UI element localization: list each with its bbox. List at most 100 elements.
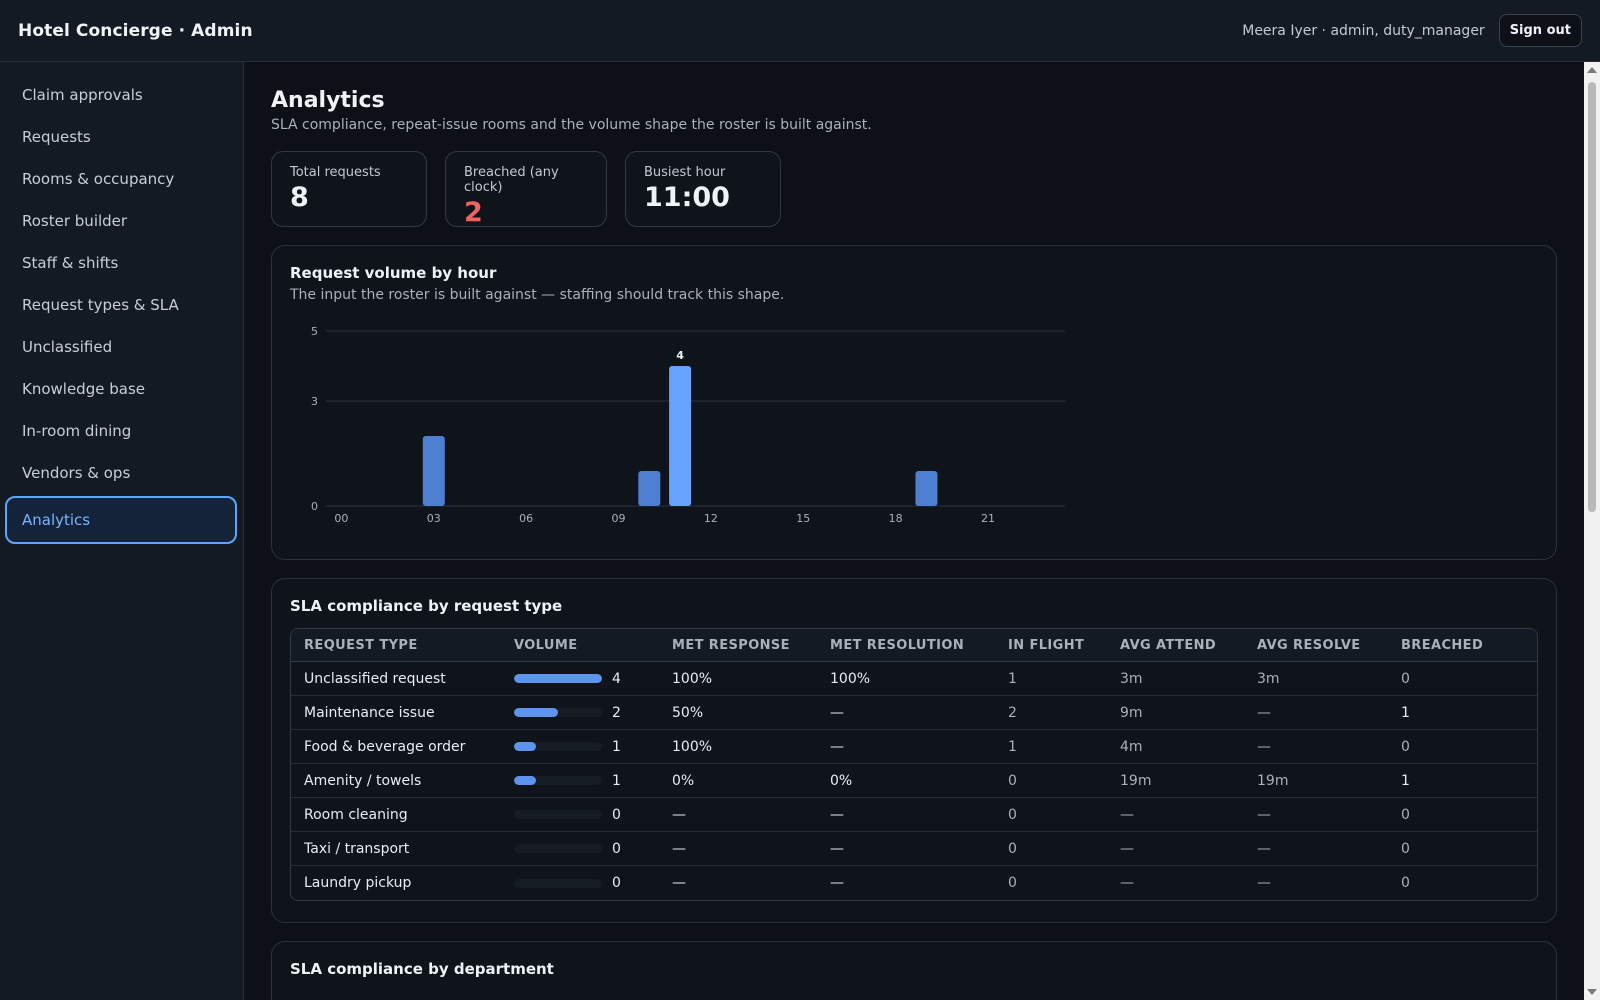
request-type-cell: Maintenance issue: [291, 696, 501, 730]
volume-count: 0: [612, 806, 621, 823]
volume-bar: [514, 776, 602, 785]
avg-attend-cell: —: [1107, 832, 1244, 866]
sla-by-type-card: SLA compliance by request type REQUEST T…: [271, 578, 1557, 923]
met-response-cell: 0%: [659, 764, 817, 798]
x-tick-label: 15: [796, 512, 810, 525]
kpi-value: 8: [290, 182, 309, 213]
breached-cell: 1: [1388, 696, 1537, 730]
met-resolution-cell: 100%: [817, 662, 995, 696]
kpi-label: Breached (any clock): [464, 165, 559, 195]
sidebar-item-claim-approvals[interactable]: Claim approvals: [22, 86, 143, 104]
bar-data-label: 4: [676, 349, 684, 362]
in-flight-cell: 0: [1008, 875, 1017, 891]
in-flight-cell: 0: [995, 798, 1107, 832]
volume-count: 2: [612, 704, 621, 721]
sign-out-button[interactable]: Sign out: [1498, 14, 1582, 47]
table-row: Food & beverage order 1 100% —1 4m —0: [291, 730, 1537, 764]
top-bar: Hotel Concierge · Admin Meera Iyer · adm…: [0, 0, 1600, 62]
table-row: Amenity / towels 1 0% 0% 0 19m 19m 1: [291, 764, 1537, 798]
volume-count: 1: [612, 772, 621, 789]
page-scrollbar[interactable]: [1584, 62, 1600, 1000]
table-row: Taxi / transport 0— —0— —0: [291, 832, 1537, 866]
card-title: SLA compliance by request type: [290, 597, 563, 615]
request-type-cell: Amenity / towels: [291, 764, 501, 798]
kpi-breached: Breached (any clock) 2: [445, 151, 607, 228]
column-header: AVG RESOLVE: [1244, 629, 1388, 662]
sidebar-item-staff-shifts[interactable]: Staff & shifts: [22, 254, 119, 272]
met-response-cell: —: [659, 798, 817, 832]
met-response-cell: —: [659, 832, 817, 866]
met-response-cell: 100%: [659, 662, 817, 696]
scroll-thumb[interactable]: [1588, 82, 1596, 512]
volume-bar: [514, 674, 602, 683]
kpi-total-requests: Total requests 8: [271, 151, 427, 227]
volume-bar: [514, 844, 602, 853]
sidebar-item-knowledge-base[interactable]: Knowledge base: [22, 380, 145, 398]
avg-resolve-cell: —: [1244, 798, 1388, 832]
met-resolution-cell: —: [817, 696, 995, 730]
kpi-label: Total requests: [290, 165, 381, 180]
volume-cell: 1: [501, 764, 659, 798]
volume-bar-fill: [514, 742, 536, 751]
volume-count: 0: [612, 875, 621, 891]
x-tick-label: 21: [981, 512, 995, 525]
in-flight-cell: 0: [995, 832, 1107, 866]
kpi-label: Busiest hour: [644, 165, 726, 180]
y-tick-label: 3: [311, 395, 318, 408]
met-response-cell: 50%: [659, 696, 817, 730]
volume-cell: 2: [501, 696, 659, 730]
y-tick-label: 5: [311, 325, 318, 338]
x-tick-label: 12: [704, 512, 718, 525]
breached-cell: 0: [1388, 730, 1537, 764]
volume-cell: 1: [501, 730, 659, 764]
in-flight-cell: 0: [995, 764, 1107, 798]
sidebar-item-rooms-occupancy[interactable]: Rooms & occupancy: [22, 170, 175, 188]
request-type-cell: Food & beverage order: [291, 730, 501, 764]
column-header: VOLUME: [501, 629, 659, 662]
column-header: MET RESOLUTION: [817, 629, 995, 662]
column-header: AVG ATTEND: [1107, 629, 1244, 662]
scroll-up-arrow-icon[interactable]: [1587, 67, 1597, 73]
page-subtitle: SLA compliance, repeat-issue rooms and t…: [271, 117, 872, 133]
header-actions: Meera Iyer · admin, duty_manager Sign ou…: [1242, 14, 1582, 47]
card-title: SLA compliance by department: [290, 960, 554, 978]
sidebar-item-vendors-ops[interactable]: Vendors & ops: [22, 464, 131, 482]
sidebar-item-request-types-sla[interactable]: Request types & SLA: [22, 296, 179, 314]
main-content: Analytics SLA compliance, repeat-issue r…: [245, 62, 1583, 1000]
sidebar-item-analytics[interactable]: Analytics: [5, 496, 237, 544]
in-flight-cell: 1: [995, 730, 1107, 764]
x-tick-label: 03: [427, 512, 441, 525]
bar-hour-11: [669, 366, 692, 506]
volume-cell: 0: [501, 832, 659, 866]
avg-attend-cell: —: [1120, 875, 1134, 891]
column-header: REQUEST TYPE: [291, 629, 501, 662]
breached-cell: 0: [1401, 875, 1410, 891]
scroll-down-arrow-icon[interactable]: [1587, 989, 1597, 995]
avg-resolve-cell: 3m: [1244, 662, 1388, 696]
avg-resolve-cell: —: [1244, 832, 1388, 866]
sidebar-item-roster-builder[interactable]: Roster builder: [22, 212, 128, 230]
app-title: Hotel Concierge · Admin: [18, 20, 253, 41]
in-flight-cell: 2: [995, 696, 1107, 730]
sidebar-item-unclassified[interactable]: Unclassified: [22, 338, 113, 356]
request-type-cell: Unclassified request: [291, 662, 501, 696]
volume-cell: 0: [501, 866, 659, 900]
volume-bar-fill: [514, 776, 536, 785]
breached-cell: 0: [1388, 798, 1537, 832]
breached-cell: 1: [1388, 764, 1537, 798]
volume-bar: [514, 810, 602, 819]
sidebar: Claim approvals Requests Rooms & occupan…: [0, 62, 244, 1000]
volume-cell: 0: [501, 798, 659, 832]
card-subtitle: The input the roster is built against — …: [290, 287, 785, 303]
volume-cell: 4: [501, 662, 659, 696]
request-type-cell: Room cleaning: [291, 798, 501, 832]
met-resolution-cell: —: [817, 730, 995, 764]
request-volume-card: Request volume by hour The input the ros…: [271, 245, 1557, 560]
page-title: Analytics: [271, 88, 385, 113]
sidebar-item-requests[interactable]: Requests: [22, 128, 91, 146]
bar-hour-19: [915, 471, 938, 506]
table-row: Maintenance issue 2 50% —2 9m —1: [291, 696, 1537, 730]
sidebar-item-in-room-dining[interactable]: In-room dining: [22, 422, 132, 440]
kpi-value: 2: [464, 197, 483, 228]
